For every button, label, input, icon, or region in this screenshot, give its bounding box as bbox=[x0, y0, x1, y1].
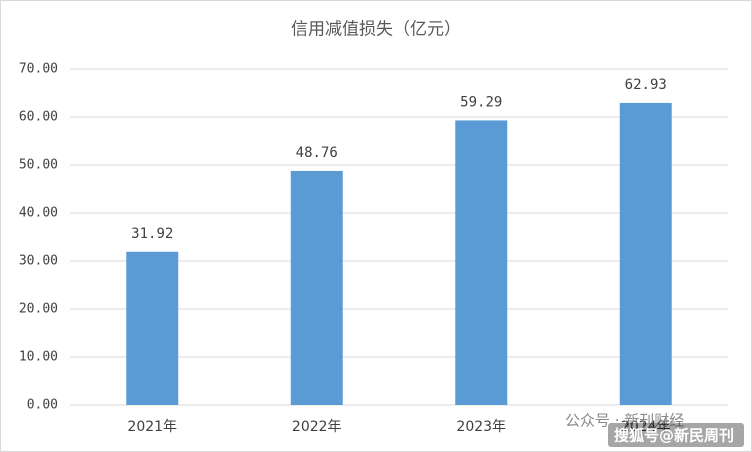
bar bbox=[619, 102, 672, 405]
y-tick-label: 40.00 bbox=[19, 206, 58, 221]
watermark-bg bbox=[608, 423, 744, 447]
y-tick-label: 60.00 bbox=[19, 110, 58, 125]
y-tick-label: 70.00 bbox=[19, 62, 58, 77]
x-tick-label: 2021年 bbox=[127, 419, 177, 435]
value-label: 62.93 bbox=[625, 77, 667, 93]
bar bbox=[290, 170, 343, 405]
value-label: 31.92 bbox=[131, 226, 173, 242]
y-tick-label: 30.00 bbox=[19, 254, 58, 269]
x-tick-label: 2022年 bbox=[292, 419, 342, 435]
y-tick-label: 20.00 bbox=[19, 302, 58, 317]
y-tick-label: 0.00 bbox=[27, 398, 58, 413]
bar bbox=[455, 120, 508, 406]
x-tick-label: 2023年 bbox=[456, 419, 506, 435]
y-tick-label: 50.00 bbox=[19, 158, 58, 173]
watermark: 公众号 · 新刊财经 bbox=[565, 412, 684, 430]
x-tick-label: 2024年 bbox=[621, 419, 671, 435]
chart-title: 信用减值损失（亿元） bbox=[291, 20, 461, 40]
bar bbox=[126, 251, 179, 405]
value-label: 48.76 bbox=[296, 145, 338, 161]
y-tick-label: 10.00 bbox=[19, 350, 58, 365]
value-label: 59.29 bbox=[460, 94, 502, 110]
watermark: 搜狐号@新民周刊 bbox=[614, 427, 734, 445]
